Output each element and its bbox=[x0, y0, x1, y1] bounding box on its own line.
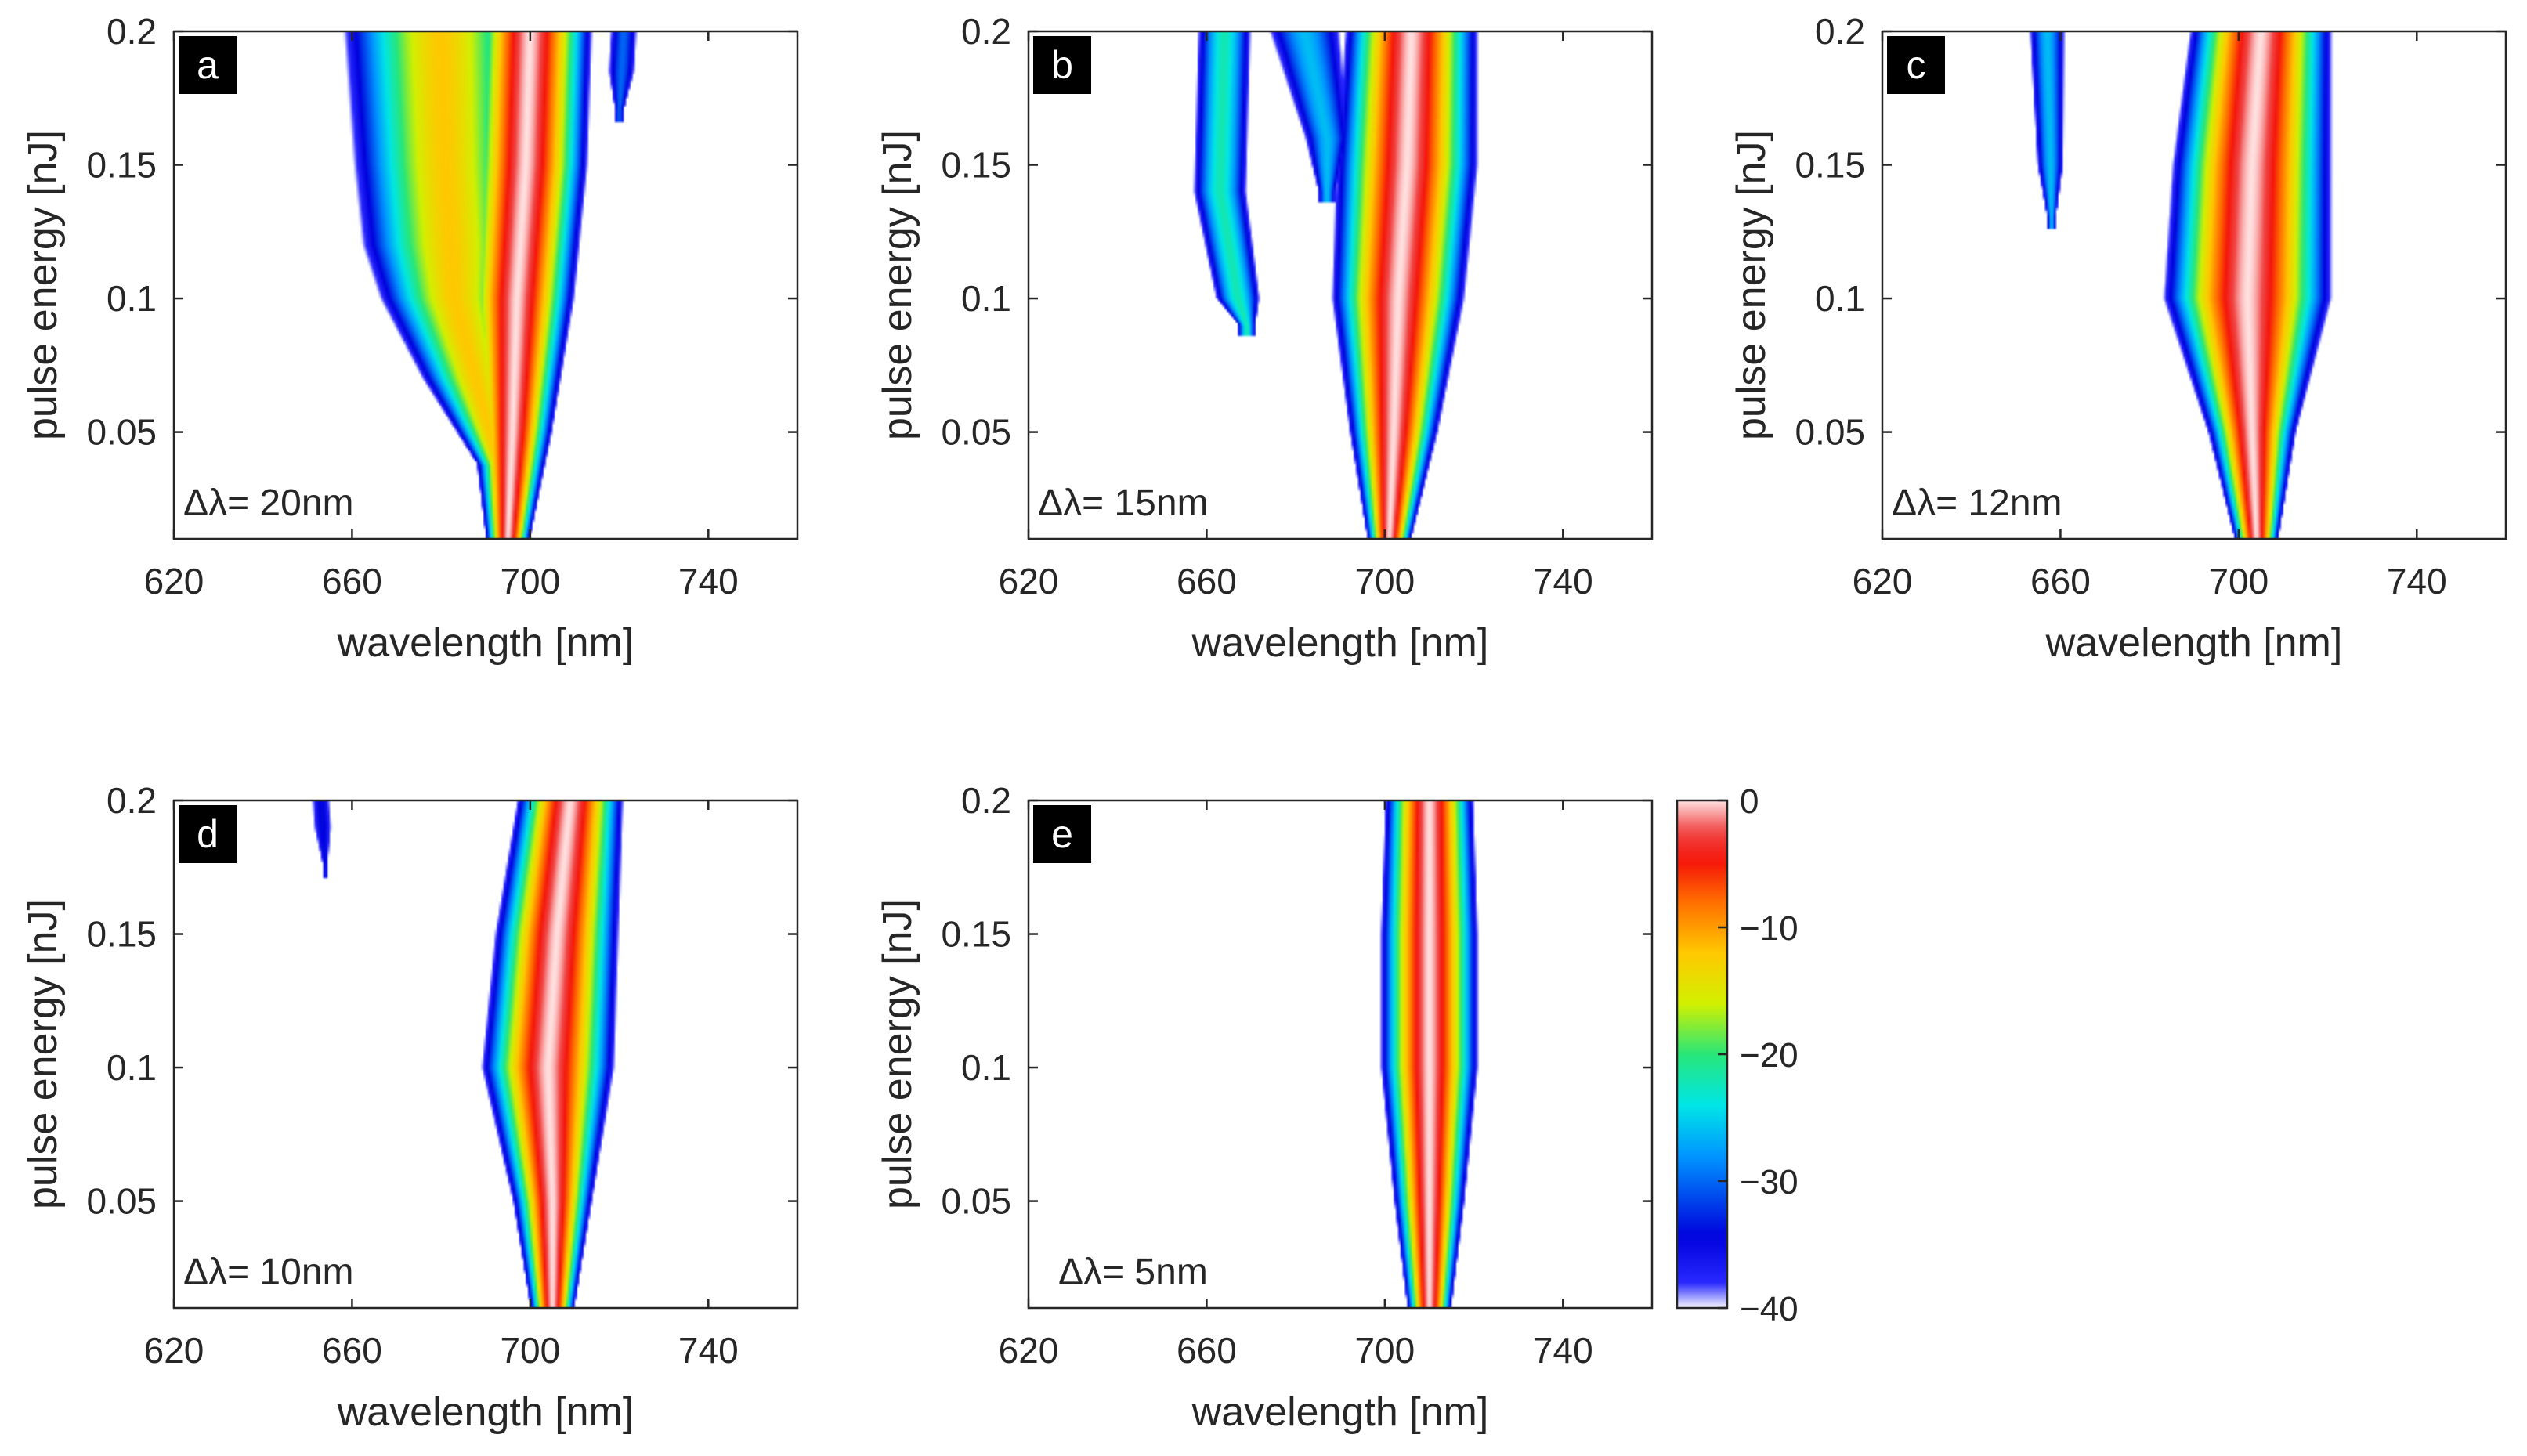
panel-tag: a bbox=[197, 43, 219, 87]
x-tick-label: 740 bbox=[1533, 1330, 1593, 1371]
x-tick-label: 740 bbox=[2387, 561, 2447, 602]
bandwidth-annotation: Δλ= 10nm bbox=[183, 1252, 354, 1293]
x-tick-label: 620 bbox=[1853, 561, 1913, 602]
panel-tag: e bbox=[1051, 812, 1073, 856]
colorbar-tick-label: 0 bbox=[1740, 782, 1759, 821]
y-tick-label: 0.15 bbox=[86, 145, 157, 186]
x-tick-label: 620 bbox=[144, 1330, 204, 1371]
y-tick-label: 0.05 bbox=[941, 1181, 1011, 1222]
axes-box-c bbox=[1881, 30, 2507, 540]
y-tick-label: 0.05 bbox=[86, 412, 157, 453]
x-axis-label: wavelength [nm] bbox=[2045, 620, 2343, 666]
x-tick-label: 740 bbox=[1533, 561, 1593, 602]
y-tick-label: 0.2 bbox=[107, 780, 157, 821]
y-tick-label: 0.2 bbox=[961, 11, 1011, 52]
panel-tag-box bbox=[179, 36, 237, 94]
colorbar-tick-label: −20 bbox=[1740, 1036, 1799, 1075]
panel-b: 620 660 700 740 0.05 0.1 0.15 0.2 wavelength [nm… bbox=[875, 11, 1654, 666]
y-tick-label: 0.15 bbox=[86, 914, 157, 955]
y-axis-label: pulse energy [nJ] bbox=[875, 899, 920, 1209]
x-tick-label: 620 bbox=[999, 561, 1059, 602]
y-tick-label: 0.15 bbox=[941, 914, 1011, 955]
spectrum-heatmap-e bbox=[1029, 800, 1652, 1308]
y-tick-label: 0.1 bbox=[961, 1047, 1011, 1088]
y-tick-label: 0.2 bbox=[1815, 11, 1865, 52]
colorbar-tick-label: −10 bbox=[1740, 909, 1799, 948]
y-tick-label: 0.05 bbox=[86, 1181, 157, 1222]
x-tick-label: 660 bbox=[322, 561, 382, 602]
x-tick-label: 700 bbox=[500, 561, 560, 602]
y-tick-label: 0.2 bbox=[961, 780, 1011, 821]
y-tick-label: 0.1 bbox=[107, 278, 157, 319]
axes-box-b bbox=[1027, 30, 1654, 540]
bandwidth-annotation: Δλ= 20nm bbox=[183, 482, 354, 524]
x-tick-label: 660 bbox=[322, 1330, 382, 1371]
y-tick-label: 0.15 bbox=[941, 145, 1011, 186]
colorbar-tick-label: −30 bbox=[1740, 1163, 1799, 1201]
axes-box-d bbox=[172, 799, 799, 1310]
colorbar-tick-label: −40 bbox=[1740, 1290, 1799, 1328]
x-axis-label: wavelength [nm] bbox=[1191, 1389, 1489, 1435]
axes-box-e bbox=[1027, 799, 1654, 1310]
panel-tag-box bbox=[1033, 36, 1091, 94]
y-tick-label: 0.1 bbox=[1815, 278, 1865, 319]
panel-tag: d bbox=[197, 812, 219, 856]
y-tick-label: 0.05 bbox=[1795, 412, 1865, 453]
bandwidth-annotation: Δλ= 5nm bbox=[1058, 1252, 1208, 1293]
spectrum-heatmap-b bbox=[1029, 31, 1652, 539]
panel-a: 620 660 700 740 0.05 0.1 0.15 0.2 wavelength [nm… bbox=[20, 11, 799, 666]
panel-tag-box bbox=[1887, 36, 1945, 94]
bandwidth-annotation: Δλ= 12nm bbox=[1892, 482, 2062, 524]
x-tick-label: 700 bbox=[1354, 561, 1415, 602]
x-axis-label: wavelength [nm] bbox=[1191, 620, 1489, 666]
panel-d: 620 660 700 740 0.05 0.1 0.15 0.2 wavelength [nm… bbox=[20, 780, 799, 1435]
x-tick-label: 700 bbox=[1354, 1330, 1415, 1371]
panel-tag: b bbox=[1051, 43, 1073, 87]
panel-c: 620 660 700 740 0.05 0.1 0.15 0.2 wavelength [nm… bbox=[1729, 11, 2507, 666]
x-tick-label: 700 bbox=[2208, 561, 2269, 602]
x-tick-label: 660 bbox=[1177, 561, 1237, 602]
x-tick-label: 740 bbox=[678, 1330, 739, 1371]
x-tick-label: 660 bbox=[1177, 1330, 1237, 1371]
spectrum-heatmap-a bbox=[174, 31, 797, 539]
x-tick-label: 660 bbox=[2030, 561, 2091, 602]
axes-box-a bbox=[172, 30, 799, 540]
panel-tag-box bbox=[1033, 805, 1091, 863]
y-tick-label: 0.1 bbox=[107, 1047, 157, 1088]
y-tick-label: 0.15 bbox=[1795, 145, 1865, 186]
y-tick-label: 0.1 bbox=[961, 278, 1011, 319]
x-tick-label: 700 bbox=[500, 1330, 560, 1371]
panel-tag-box bbox=[179, 805, 237, 863]
x-axis-label: wavelength [nm] bbox=[337, 620, 634, 666]
spectrum-heatmap-d bbox=[174, 800, 797, 1308]
x-tick-label: 620 bbox=[999, 1330, 1059, 1371]
y-tick-label: 0.2 bbox=[107, 11, 157, 52]
bandwidth-annotation: Δλ= 15nm bbox=[1038, 482, 1209, 524]
x-axis-label: wavelength [nm] bbox=[337, 1389, 634, 1435]
y-axis-label: pulse energy [nJ] bbox=[1729, 130, 1774, 440]
y-axis-label: pulse energy [nJ] bbox=[20, 130, 66, 440]
y-axis-label: pulse energy [nJ] bbox=[875, 130, 920, 440]
x-tick-label: 620 bbox=[144, 561, 204, 602]
y-tick-label: 0.05 bbox=[941, 412, 1011, 453]
y-axis-label: pulse energy [nJ] bbox=[20, 899, 66, 1209]
spectrum-heatmap-c bbox=[1882, 31, 2506, 539]
colorbar: 0 −10 −20 −30 −40 bbox=[1676, 782, 1799, 1328]
panel-tag: c bbox=[1907, 43, 1926, 87]
x-tick-label: 740 bbox=[678, 561, 739, 602]
panel-e: 620 660 700 740 0.05 0.1 0.15 0.2 wavelength [nm… bbox=[875, 780, 1654, 1435]
